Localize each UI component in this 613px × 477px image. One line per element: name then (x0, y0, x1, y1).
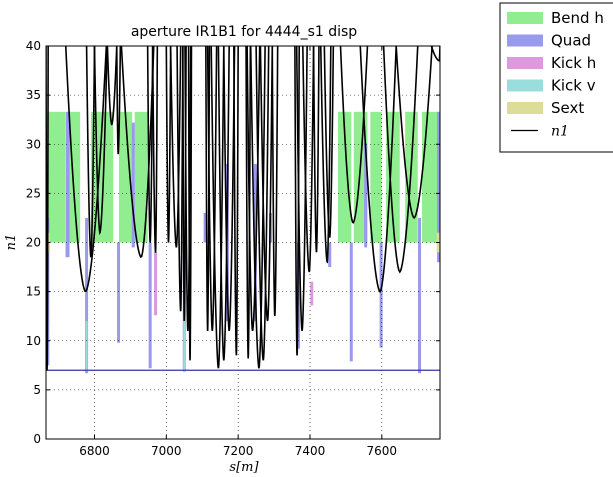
plot-area (46, 46, 440, 439)
y-axis-ticks: 0 5 10 15 20 25 30 35 40 (26, 39, 440, 446)
bend-h-block-6 (353, 111, 368, 243)
n1-curve-17 (210, 46, 225, 369)
y-tick-label-1: 5 (33, 383, 41, 397)
chart-title: aperture IR1B1 for 4444_s1 disp (131, 24, 357, 40)
bend-h-block-7 (370, 111, 382, 243)
y-tick-label-7: 35 (26, 88, 41, 102)
n1-curve-33 (339, 46, 369, 224)
y-tick-label-2: 10 (26, 334, 41, 348)
x-tick-label-2: 7200 (223, 444, 254, 458)
x-tick-label-3: 7400 (295, 444, 326, 458)
n1-curve-10 (169, 46, 182, 248)
x-tick-label-4: 7600 (367, 444, 398, 458)
legend-swatch-kick-v (507, 79, 543, 92)
y-tick-label-0: 0 (33, 432, 41, 446)
n1-curve-36 (395, 46, 433, 220)
n1-curve-29 (302, 46, 315, 273)
x-axis-ticks: 6800 7000 7200 7400 7600 (79, 46, 397, 458)
bend-h-block-8 (386, 111, 400, 243)
n1-curve-32 (323, 46, 335, 238)
legend-swatch-quad (507, 34, 543, 47)
quad-bar-14 (364, 143, 368, 248)
n1-curve-9 (165, 46, 172, 243)
y-tick-label-5: 25 (26, 186, 41, 200)
quad-bar-15 (379, 242, 383, 348)
legend-label-quad: Quad (551, 32, 591, 50)
legend-frame (499, 2, 613, 153)
legend-swatch-bend-h (507, 12, 543, 24)
kick-h-layer (154, 252, 314, 316)
y-tick-label-4: 20 (26, 236, 41, 250)
legend-label-kick-h: Kick h (551, 54, 596, 72)
kick-h-bar-1 (310, 281, 314, 306)
n1-curve-7 (146, 46, 154, 243)
legend-label-n1: n1 (551, 124, 569, 140)
n1-curve-4 (106, 46, 118, 126)
n1-curve-35 (382, 46, 419, 274)
n1-curve-20 (233, 46, 239, 356)
legend-items: Bend h Quad Kick h Kick v Sext n1 (507, 9, 604, 140)
bend-h-block-4 (134, 111, 148, 243)
x-tick-label-0: 6800 (79, 444, 110, 458)
quad-bar-1 (65, 111, 70, 258)
quad-bar-2 (85, 217, 89, 374)
quad-bar-5 (148, 242, 152, 369)
kick-v-bar-1 (183, 321, 186, 373)
n1-curve-31 (319, 46, 332, 264)
quad-bar-7 (203, 213, 207, 243)
n1-curve-23 (249, 46, 266, 369)
kick-h-bar-0 (154, 252, 158, 316)
legend-label-kick-v: Kick v (551, 77, 596, 95)
y-tick-label-8: 40 (26, 39, 41, 53)
n1-curve-24 (255, 46, 270, 361)
y-axis-label: n1 (4, 234, 19, 251)
quad-bar-17 (437, 111, 440, 263)
n1-curve-8 (151, 46, 159, 253)
quad-bar-4 (131, 122, 135, 248)
y-tick-label-6: 30 (26, 137, 41, 151)
n1-curve-19 (222, 46, 236, 332)
bend-h-block-5 (337, 111, 352, 243)
x-tick-label-1: 7000 (151, 444, 182, 458)
legend-swatch-sext (507, 102, 543, 114)
n1-curve-14 (187, 46, 193, 361)
n1-curve-11 (176, 46, 184, 312)
n1-curve-26 (271, 46, 279, 317)
n1-curve-1 (64, 46, 108, 293)
n1-curve-5 (115, 46, 122, 155)
quad-bar-12 (328, 242, 332, 268)
n1-curve-16 (206, 46, 218, 331)
legend-swatch-kick-h (507, 57, 543, 69)
n1-curve-37 (430, 46, 440, 62)
n1-curve-25 (259, 46, 274, 322)
y-tick-label-3: 15 (26, 285, 41, 299)
x-axis-label: s[m] (229, 460, 259, 475)
kick-v-bar-0 (85, 321, 88, 372)
quad-bar-13 (349, 242, 353, 362)
quad-bar-3 (117, 242, 121, 343)
quad-bar-16 (418, 217, 422, 374)
n1-layer (46, 46, 440, 371)
legend-label-sext: Sext (551, 99, 584, 117)
n1-curve-3 (93, 46, 108, 236)
legend: Bend h Quad Kick h Kick v Sext n1 (499, 2, 613, 153)
kick-v-layer (85, 321, 186, 373)
n1-curve-2 (85, 46, 96, 258)
legend-label-bend-h: Bend h (551, 9, 604, 27)
n1-curve-30 (312, 46, 320, 253)
n1-curve-18 (217, 46, 230, 361)
